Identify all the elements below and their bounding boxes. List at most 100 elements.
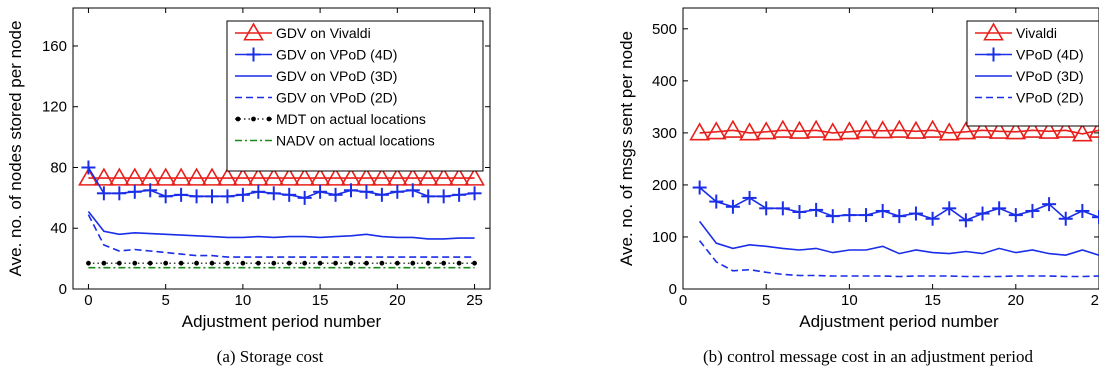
series-marker-a-0 <box>186 167 207 186</box>
legend-box-a <box>226 20 484 172</box>
series-marker-a-1 <box>235 187 250 202</box>
series-marker-a-1 <box>405 183 420 198</box>
series-marker-b-0 <box>922 119 943 138</box>
series-marker-b-0 <box>905 120 927 139</box>
x-axis-label-b: Adjustment period number <box>799 312 999 331</box>
x-tick-label-b: 5 <box>762 292 770 309</box>
series-marker-a-0 <box>124 167 146 186</box>
legend-label-a-4: MDT on actual locations <box>276 111 426 127</box>
series-marker-a-1 <box>266 186 281 201</box>
series-marker-b-0 <box>1088 119 1099 138</box>
series-marker-b-0 <box>705 121 727 140</box>
series-marker-a-4 <box>225 260 230 266</box>
series-marker-a-0 <box>232 167 254 186</box>
series-marker-b-0 <box>872 120 894 139</box>
series-marker-a-4 <box>286 260 292 266</box>
x-tick-label-b: 15 <box>924 292 941 309</box>
x-tick-label-b: 25 <box>1091 292 1099 309</box>
series-marker-b-0 <box>1071 123 1093 142</box>
series-marker-b-0 <box>822 122 844 141</box>
series-marker-a-4 <box>116 260 122 266</box>
series-marker-a-1 <box>127 184 142 199</box>
series-marker-a-1 <box>390 184 405 199</box>
series-marker-b-0 <box>855 119 877 138</box>
legend-label-a-2: GDV on VPoD (3D) <box>276 68 397 84</box>
plot-frame-b <box>682 7 1099 290</box>
series-line-a-2 <box>87 211 475 240</box>
series-marker-a-1 <box>328 187 343 202</box>
x-tick-label-a: 15 <box>312 292 329 309</box>
y-tick-label-a: 120 <box>42 99 67 116</box>
series-marker-a-0 <box>108 167 130 186</box>
series-marker-b-1 <box>925 211 940 226</box>
series-line-a-3 <box>87 214 475 258</box>
series-marker-a-1 <box>436 189 451 204</box>
legend-label-b-1: VPoD (4D) <box>1016 47 1084 63</box>
series-marker-a-0 <box>263 167 285 186</box>
legend-label-b-3: VPoD (2D) <box>1016 90 1084 106</box>
series-marker-b-0 <box>988 120 1010 139</box>
series-marker-a-0 <box>278 167 300 186</box>
y-axis-label-a: Ave. no. of nodes stored per node <box>6 21 25 277</box>
series-marker-a-4 <box>209 260 215 266</box>
series-marker-a-1 <box>421 189 436 204</box>
legend-marker-b-0 <box>983 22 1004 41</box>
series-marker-b-1 <box>709 194 724 209</box>
series-marker-b-0 <box>739 122 760 141</box>
series-marker-b-0 <box>1055 119 1077 138</box>
series-marker-a-4 <box>271 260 277 266</box>
x-tick-label-a: 0 <box>84 292 92 309</box>
series-marker-b-0 <box>772 119 794 138</box>
y-tick-label-b: 500 <box>652 21 677 38</box>
series-marker-a-4 <box>364 260 369 266</box>
series-marker-a-0 <box>294 167 316 186</box>
series-marker-b-0 <box>789 120 810 139</box>
series-group-b <box>689 119 1099 278</box>
plot-frame-a <box>72 7 491 290</box>
series-marker-a-4 <box>178 260 184 266</box>
series-marker-a-1 <box>282 187 297 202</box>
legend-label-a-0: GDV on Vivaldi <box>276 25 371 41</box>
series-marker-a-1 <box>220 189 235 204</box>
series-marker-b-1 <box>692 180 707 195</box>
series-marker-a-0 <box>217 167 238 186</box>
series-marker-a-4 <box>394 260 400 266</box>
series-marker-a-4 <box>410 260 416 266</box>
series-marker-a-1 <box>251 184 266 199</box>
series-line-b-0 <box>699 129 1099 135</box>
series-marker-b-0 <box>755 121 777 140</box>
series-group-a <box>78 160 485 269</box>
series-marker-b-0 <box>938 122 960 141</box>
series-marker-b-1 <box>958 213 973 228</box>
series-marker-b-1 <box>759 201 774 216</box>
legend-marker-a-0 <box>243 22 264 41</box>
x-tick-label-b: 20 <box>1007 292 1024 309</box>
series-marker-a-4 <box>441 260 447 266</box>
series-marker-a-4 <box>147 260 153 266</box>
x-tick-label-a: 25 <box>466 292 483 309</box>
series-marker-a-4 <box>379 260 385 266</box>
series-marker-a-4 <box>163 260 169 266</box>
series-marker-a-1 <box>467 186 482 201</box>
series-marker-a-0 <box>448 167 470 186</box>
series-marker-a-4 <box>302 260 308 266</box>
legend-marker-a-4 <box>251 116 256 122</box>
series-marker-a-1 <box>205 189 219 204</box>
series-marker-a-0 <box>464 167 485 186</box>
legend-box-b <box>966 20 1099 127</box>
legend-marker-a-1 <box>246 47 261 62</box>
series-marker-a-1 <box>359 184 374 199</box>
series-marker-b-1 <box>1058 211 1073 226</box>
series-marker-a-4 <box>348 260 354 266</box>
series-marker-b-1 <box>725 199 740 214</box>
x-tick-label-a: 10 <box>235 292 252 309</box>
y-tick-label-a: 80 <box>50 159 67 176</box>
x-tick-label-a: 5 <box>161 292 169 309</box>
series-marker-b-0 <box>972 119 993 138</box>
y-tick-label-b: 400 <box>652 73 677 90</box>
series-marker-a-0 <box>155 167 177 186</box>
series-marker-a-1 <box>344 183 358 198</box>
series-marker-b-1 <box>825 209 840 224</box>
